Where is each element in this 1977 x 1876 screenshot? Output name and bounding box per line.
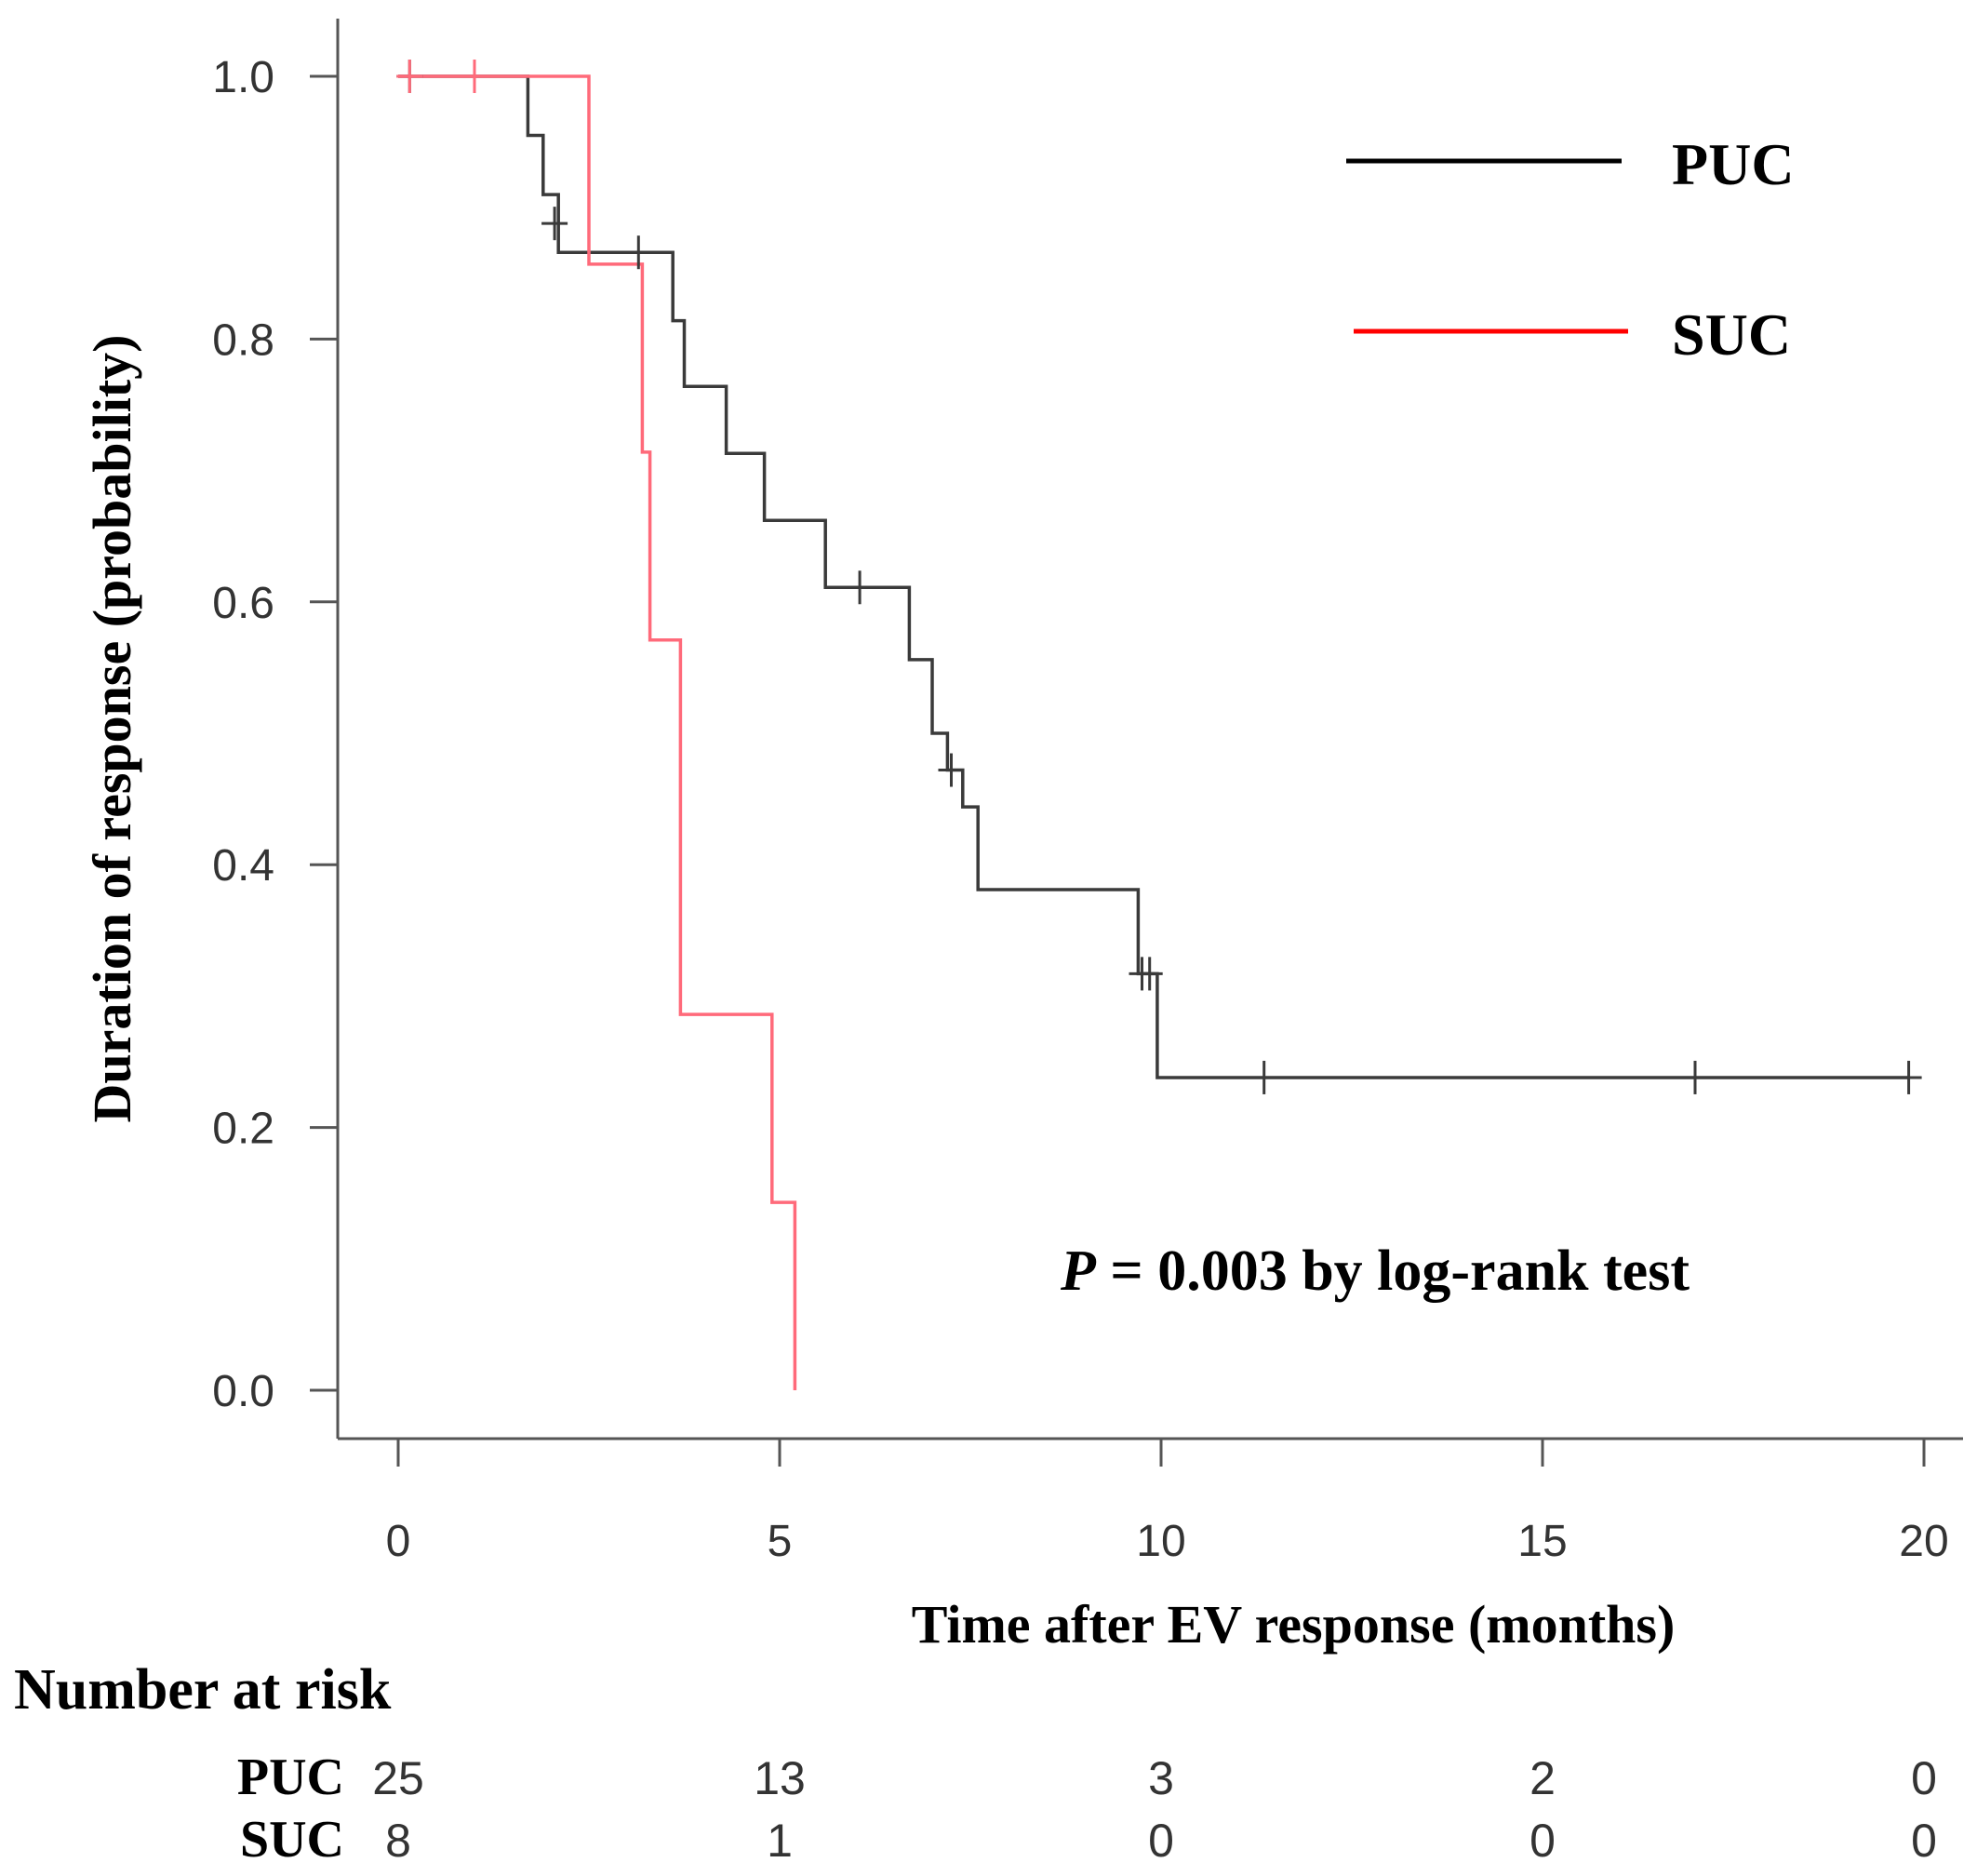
risk-row-label-puc: PUC: [237, 1749, 344, 1806]
y-tick-label: 0.4: [212, 841, 274, 891]
y-tick-label: 0.2: [212, 1105, 274, 1154]
x-tick-label: 0: [386, 1517, 411, 1566]
risk-value-puc: 25: [372, 1752, 424, 1804]
risk-value-puc: 3: [1148, 1752, 1174, 1804]
risk-value-suc: 0: [1148, 1815, 1174, 1867]
risk-value-suc: 0: [1530, 1815, 1556, 1867]
risk-value-suc: 0: [1911, 1815, 1937, 1867]
risk-table-title: Number at risk: [14, 1658, 392, 1722]
axes: [336, 19, 1963, 1440]
p-value-annotation: P = 0.003 by log-rank test: [1060, 1240, 1690, 1303]
x-tick-label: 5: [768, 1517, 793, 1566]
legend-puc-label: PUC: [1672, 131, 1795, 197]
risk-table: Number at risk PUC SUC 25 13 3 2 0 8 1 0 0 0: [14, 1658, 1937, 1869]
legend: PUC SUC: [1346, 131, 1795, 368]
risk-value-puc: 0: [1911, 1752, 1937, 1804]
risk-value-suc: 8: [385, 1815, 411, 1867]
y-ticks: 0.0 0.2 0.4 0.6 0.8 1.0: [212, 53, 338, 1416]
y-axis-label: Duration of response (probability): [82, 335, 142, 1123]
series-line-suc: [398, 74, 797, 1390]
y-tick-label: 1.0: [212, 53, 274, 102]
x-tick-label: 15: [1517, 1517, 1567, 1566]
risk-row-label-suc: SUC: [240, 1811, 344, 1869]
x-tick-label: 10: [1136, 1517, 1185, 1566]
x-axis-label: Time after EV response (months): [912, 1594, 1676, 1655]
risk-value-suc: 1: [767, 1815, 793, 1867]
censor-marks: [396, 60, 1922, 1094]
y-tick-label: 0.6: [212, 579, 274, 628]
x-ticks: 0 5 10 15 20: [386, 1439, 1949, 1566]
x-tick-label: 20: [1899, 1517, 1948, 1566]
risk-values: 25 13 3 2 0 8 1 0 0 0: [372, 1752, 1937, 1867]
y-tick-label: 0.0: [212, 1367, 274, 1416]
legend-suc-label: SUC: [1672, 302, 1791, 368]
risk-value-puc: 2: [1530, 1752, 1556, 1804]
p-symbol: P: [1060, 1240, 1097, 1303]
survival-curves: [398, 74, 1909, 1390]
y-tick-label: 0.8: [212, 315, 274, 365]
risk-value-puc: 13: [754, 1752, 806, 1804]
p-value-text: = 0.003 by log-rank test: [1096, 1240, 1690, 1303]
series-line-puc: [398, 74, 1909, 1079]
